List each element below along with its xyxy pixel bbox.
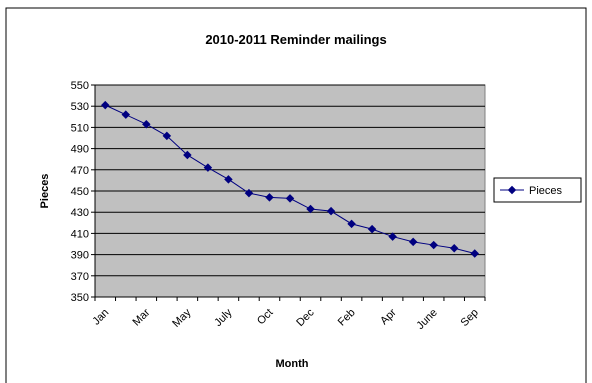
data-point [429,240,438,250]
y-tick-label: 550 [71,80,89,92]
y-tick-label: 370 [71,271,89,283]
data-point [121,110,131,119]
data-point [142,119,151,129]
y-tick-label: 390 [71,250,89,262]
y-tick-label: 530 [71,101,89,113]
data-point [203,163,213,172]
data-point [388,232,397,241]
data-point [265,193,274,202]
y-tick-label: 430 [71,207,89,219]
y-tick-label: 350 [71,292,89,304]
legend: Pieces [493,177,582,203]
y-tick-label: 450 [71,186,89,198]
data-point [408,237,418,247]
y-axis-title: Pieces [39,174,51,209]
x-axis-title: Month [276,358,309,370]
legend-label: Pieces [529,185,563,197]
data-point [183,150,192,160]
y-tick-label: 510 [71,122,89,134]
data-point [224,175,233,184]
data-point [347,219,356,229]
gridlines [95,84,485,298]
series-pieces [101,100,479,258]
data-point [449,243,459,253]
data-point [367,224,377,234]
y-tick-label: 490 [71,144,89,156]
y-tick-label: 470 [71,165,89,177]
data-point [470,249,479,258]
data-point [326,206,336,216]
y-axis: 350 370 390 410 430 450 470 490 510 530 550 [71,80,96,304]
data-point [101,100,110,110]
data-point [306,204,315,214]
chart-title: 2010-2011 Reminder mailings [205,32,386,47]
y-tick-label: 410 [71,228,89,240]
data-point [244,188,254,198]
data-point [162,131,172,141]
data-point [285,194,295,203]
